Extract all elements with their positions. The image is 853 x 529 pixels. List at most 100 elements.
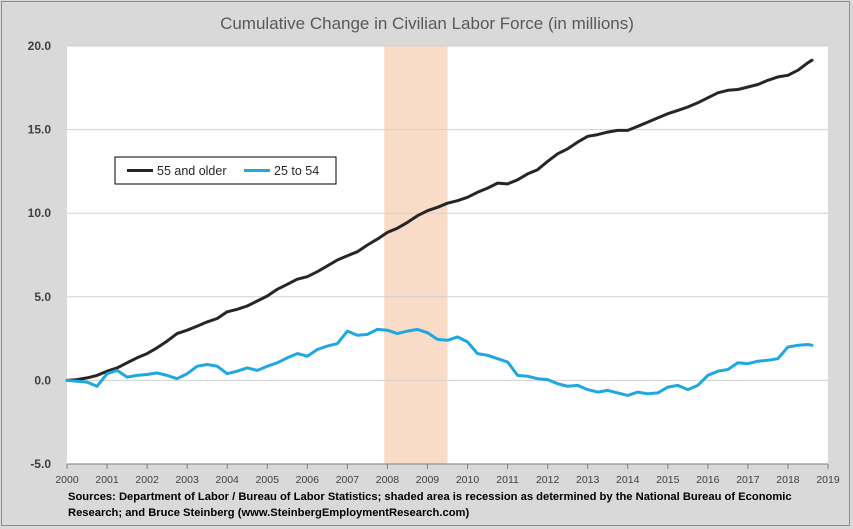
data-point-55-and-older: [436, 206, 439, 209]
data-point-55-and-older: [246, 304, 249, 308]
data-point-25-to-54: [226, 372, 229, 375]
data-point-25-to-54: [626, 394, 629, 397]
series-line-25-to-54: [65, 327, 814, 397]
data-point-25-to-54: [806, 343, 810, 346]
data-point-25-to-54: [396, 332, 399, 335]
x-tick-label: 2012: [536, 474, 560, 486]
data-point-55-and-older: [686, 105, 689, 109]
data-point-25-to-54: [810, 344, 814, 347]
x-tick-label: 2004: [216, 474, 240, 486]
data-point-25-to-54: [95, 385, 99, 388]
x-tick-label: 2002: [135, 474, 159, 486]
data-point-55-and-older: [476, 191, 479, 194]
data-point-55-and-older: [286, 283, 289, 286]
data-point-25-to-54: [406, 329, 409, 333]
data-point-55-and-older: [216, 317, 219, 320]
data-point-55-and-older: [556, 152, 559, 155]
data-point-55-and-older: [276, 288, 279, 291]
data-point-25-to-54: [446, 339, 449, 342]
data-point-55-and-older: [426, 209, 429, 212]
data-point-25-to-54: [706, 374, 709, 377]
data-point-25-to-54: [216, 365, 219, 368]
source-note: Sources: Department of Labor / Bureau of…: [68, 491, 792, 519]
data-point-25-to-54: [155, 371, 159, 375]
data-point-25-to-54: [175, 377, 179, 380]
x-tick-label: 2016: [696, 474, 720, 486]
data-point-55-and-older: [786, 74, 790, 77]
data-point-55-and-older: [135, 356, 139, 359]
data-point-25-to-54: [736, 361, 740, 364]
x-tick-label: 2003: [175, 474, 199, 486]
data-point-55-and-older: [105, 370, 109, 373]
data-point-55-and-older: [796, 69, 800, 72]
data-point-55-and-older: [226, 310, 229, 313]
data-point-25-to-54: [426, 331, 429, 334]
data-point-55-and-older: [416, 214, 419, 217]
series-line-55-and-older: [65, 58, 814, 382]
data-point-25-to-54: [496, 357, 499, 360]
data-point-55-and-older: [466, 196, 469, 199]
data-point-55-and-older: [125, 361, 129, 364]
data-point-25-to-54: [686, 388, 689, 391]
data-point-25-to-54: [346, 329, 349, 333]
data-point-25-to-54: [85, 380, 89, 384]
data-point-25-to-54: [746, 362, 750, 365]
data-point-55-and-older: [336, 258, 339, 262]
data-point-55-and-older: [266, 294, 269, 298]
data-point-55-and-older: [576, 140, 579, 144]
data-point-25-to-54: [65, 379, 69, 382]
data-point-25-to-54: [696, 384, 699, 387]
x-tick-label: 2011: [496, 474, 519, 486]
x-tick-label: 2007: [336, 474, 360, 486]
data-point-55-and-older: [536, 168, 539, 171]
data-point-55-and-older: [810, 59, 814, 62]
data-point-55-and-older: [155, 346, 159, 349]
data-point-25-to-54: [436, 338, 439, 341]
x-tick-label: 2008: [376, 474, 400, 486]
y-tick-label: 5.0: [34, 290, 51, 304]
data-point-55-and-older: [596, 133, 599, 136]
data-point-55-and-older: [746, 85, 750, 89]
y-tick-label: 20.0: [28, 39, 52, 53]
data-point-25-to-54: [236, 370, 239, 373]
data-point-55-and-older: [145, 352, 149, 355]
data-point-55-and-older: [486, 186, 489, 190]
data-point-25-to-54: [486, 354, 489, 357]
x-tick-label: 2000: [55, 474, 79, 486]
data-point-25-to-54: [105, 372, 109, 375]
data-point-25-to-54: [566, 385, 569, 388]
data-point-55-and-older: [316, 270, 319, 273]
data-point-25-to-54: [256, 369, 259, 372]
data-point-55-and-older: [175, 332, 179, 335]
data-point-25-to-54: [786, 345, 790, 349]
data-point-25-to-54: [526, 375, 529, 378]
data-point-55-and-older: [95, 374, 99, 377]
y-tick-label: 15.0: [28, 123, 52, 137]
x-tick-label: 2009: [416, 474, 440, 486]
legend-label: 25 to 54: [274, 164, 319, 178]
data-point-55-and-older: [496, 181, 499, 185]
x-tick-label: 2019: [816, 474, 840, 486]
data-point-55-and-older: [236, 308, 239, 311]
data-point-55-and-older: [296, 278, 299, 281]
data-point-55-and-older: [516, 178, 519, 181]
data-point-25-to-54: [326, 344, 329, 348]
data-point-25-to-54: [356, 334, 359, 337]
data-point-25-to-54: [776, 357, 780, 360]
data-point-25-to-54: [75, 380, 79, 383]
data-point-55-and-older: [256, 299, 259, 303]
data-point-55-and-older: [196, 324, 199, 328]
data-point-55-and-older: [736, 88, 740, 91]
data-point-55-and-older: [656, 116, 659, 120]
data-point-55-and-older: [115, 366, 119, 370]
x-tick-label: 2005: [256, 474, 280, 486]
data-point-25-to-54: [376, 328, 379, 331]
data-point-55-and-older: [526, 172, 529, 176]
x-tick-label: 2001: [95, 474, 119, 486]
data-point-25-to-54: [336, 342, 339, 345]
x-tick-label: 2015: [656, 474, 680, 486]
data-point-55-and-older: [326, 264, 329, 268]
y-tick-label: -5.0: [30, 457, 51, 471]
